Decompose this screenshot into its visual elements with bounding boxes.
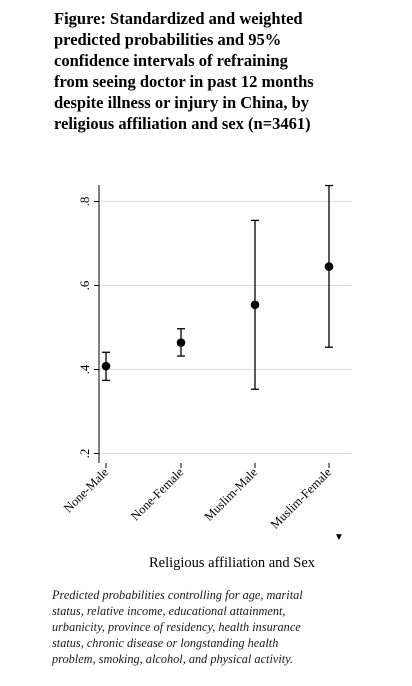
title-line: confidence intervals of refraining (54, 51, 288, 70)
grid-layer (99, 201, 352, 454)
title-line: predicted probabilities and 95% (54, 30, 282, 49)
stray-mark: ▼ (334, 532, 344, 543)
title-line: Figure: Standardized and weighted (54, 9, 303, 28)
x-tick-label: None-Female (128, 465, 186, 523)
x-tick-label: Muslim-Female (268, 465, 335, 532)
figure-title: Figure: Standardized and weighted predic… (54, 8, 404, 134)
data-point (176, 338, 186, 347)
x-axis-title: Religious affiliation and Sex (149, 555, 316, 571)
y-tick-label: .8 (77, 197, 92, 207)
title-line: despite illness or injury in China, by (54, 93, 310, 112)
note-line: Predicted probabilities controlling for … (52, 588, 303, 602)
y-tick-label: .4 (77, 364, 92, 374)
y-tick-label: .6 (77, 280, 92, 290)
data-point (324, 262, 334, 271)
x-tick-label: Muslim-Male (202, 465, 261, 524)
note-line: status, relative income, educational att… (52, 604, 286, 618)
data-point (101, 361, 111, 371)
title-line: religious affiliation and sex (n=3461) (54, 114, 311, 133)
note-line: urbanicity, province of residency, healt… (52, 620, 301, 634)
y-tick-label: .2 (77, 449, 92, 459)
note-line: problem, smoking, alcohol, and physical … (52, 652, 294, 666)
note-line: status, chronic disease or longstanding … (52, 636, 279, 650)
y-ticks: .2 .4 .6 .8 (77, 197, 99, 459)
x-ticks: None-Male None-Female Muslim-Male Muslim-Fe… (61, 463, 334, 532)
x-tick-label: None-Male (61, 465, 111, 515)
data-point (250, 300, 260, 310)
data-layer (101, 184, 334, 390)
title-line: from seeing doctor in past 12 months (54, 72, 314, 91)
figure-note: Predicted probabilities controlling for … (52, 587, 402, 667)
